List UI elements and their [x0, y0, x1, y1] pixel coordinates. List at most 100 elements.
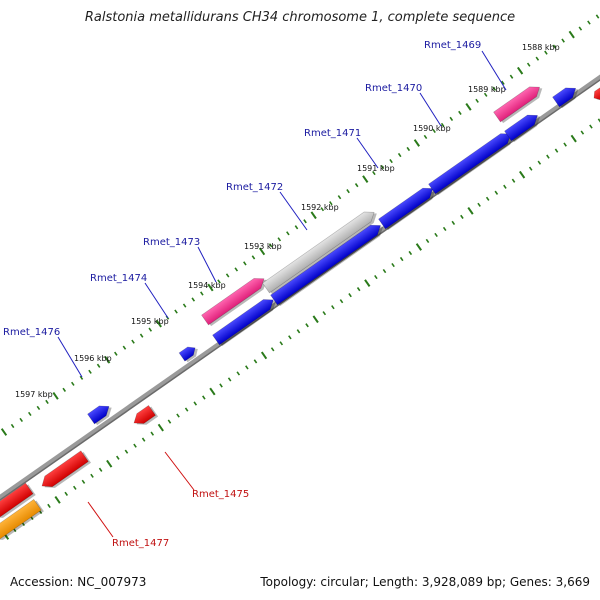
gene-edge-red[interactable] [591, 86, 600, 104]
outer-tick-mark [104, 355, 111, 364]
inner-tick-mark [399, 256, 404, 262]
gene-label-rmet-1477[interactable]: Rmet_1477 [112, 538, 169, 549]
inner-tick-mark [580, 130, 585, 135]
inner-tick-mark [106, 459, 113, 468]
gene-label-rmet-1470[interactable]: Rmet_1470 [365, 83, 422, 94]
inner-tick-mark [81, 479, 86, 484]
gene-rmet-1469-forward[interactable] [504, 110, 544, 143]
tick-label-1588: 1588 kbp [522, 43, 560, 52]
leader-rmet-1469 [481, 50, 507, 91]
outer-tick-mark [19, 417, 24, 423]
leader-rmet-1470 [419, 92, 442, 127]
inner-tick-mark [54, 496, 61, 504]
inner-tick-mark [245, 365, 249, 370]
gene-label-rmet-1472[interactable]: Rmet_1472 [226, 182, 283, 193]
inner-tick-mark [209, 387, 216, 396]
inner-tick-mark [451, 220, 456, 225]
inner-tick-mark [546, 154, 550, 159]
inner-tick-mark [477, 202, 481, 207]
inner-tick-mark [356, 287, 361, 292]
gene-rmet-1475[interactable] [131, 405, 159, 430]
inner-tick-mark [467, 206, 474, 215]
gene-label-rmet-1469[interactable]: Rmet_1469 [424, 40, 481, 51]
inner-tick-mark [503, 184, 507, 189]
inner-tick-mark [193, 401, 198, 406]
outer-tick-mark [310, 211, 317, 220]
outer-tick-mark [406, 146, 411, 152]
gene-rmet-1468-forward[interactable] [552, 82, 582, 109]
inner-tick-mark [253, 359, 258, 364]
outer-tick-mark [552, 44, 557, 49]
gene-rmet-1469-pink[interactable] [493, 81, 546, 124]
inner-tick-mark [494, 190, 499, 195]
inner-tick-mark [116, 455, 120, 460]
inner-tick-mark [150, 431, 155, 436]
inner-tick-mark [98, 467, 103, 472]
inner-tick-mark [260, 351, 268, 360]
outer-tick-mark [71, 381, 75, 386]
tick-label-1597: 1597 kbp [15, 390, 53, 399]
inner-tick-mark [554, 148, 559, 153]
outer-tick-mark [449, 116, 454, 121]
gene-rmet-1476[interactable] [87, 401, 116, 426]
gene-label-rmet-1474[interactable]: Rmet_1474 [90, 273, 147, 284]
outer-tick-mark [191, 297, 196, 302]
outer-tick-mark [207, 283, 214, 292]
outer-tick-mark [182, 303, 187, 308]
inner-tick-mark [167, 419, 172, 424]
leader-rmet-1473 [197, 246, 217, 283]
gene-rmet-1473-forward[interactable] [212, 294, 280, 347]
outer-tick-mark [268, 243, 273, 248]
gene-rmet-1474[interactable] [178, 343, 201, 363]
leader-rmet-1474 [144, 282, 169, 319]
tick-label-1590: 1590 kbp [413, 124, 451, 133]
outer-tick-mark [243, 261, 247, 266]
gene-label-rmet-1476[interactable]: Rmet_1476 [3, 327, 60, 338]
outer-tick-mark [329, 201, 333, 206]
gene-rmet-1472-gray[interactable] [262, 207, 381, 295]
gene-label-rmet-1471[interactable]: Rmet_1471 [304, 128, 361, 139]
gene-rmet-1478-red[interactable] [0, 482, 36, 523]
gene-rmet-1471-forward[interactable] [378, 183, 439, 231]
outer-tick-mark [200, 291, 204, 296]
chromosome-backbone-shadow [0, 79, 600, 501]
tick-label-1589: 1589 kbp [468, 85, 506, 94]
outer-tick-mark [492, 86, 497, 91]
gene-rmet-1472-forward[interactable] [270, 220, 387, 307]
tick-label-1593: 1593 kbp [244, 242, 282, 251]
inner-tick-mark [528, 166, 533, 171]
inner-tick-mark [364, 279, 371, 287]
gene-rmet-1478-orange[interactable] [0, 498, 44, 546]
inner-tick-mark [157, 423, 164, 432]
inner-tick-mark [288, 335, 292, 340]
outer-tick-mark [458, 110, 462, 115]
gene-rmet-1473-pink[interactable] [201, 273, 271, 327]
outer-tick-mark [595, 14, 600, 19]
gene-label-rmet-1473[interactable]: Rmet_1473 [143, 237, 200, 248]
outer-tick-mark [88, 369, 92, 374]
outer-tick-mark [561, 38, 565, 43]
inner-tick-mark [570, 134, 577, 143]
outer-tick-mark [526, 62, 531, 67]
outer-tick-mark [413, 139, 421, 147]
inner-tick-mark [442, 226, 447, 232]
inner-tick-mark [331, 305, 335, 310]
inner-tick-mark [425, 238, 430, 244]
inner-tick-mark [434, 232, 438, 238]
gene-rmet-1470-forward[interactable] [428, 128, 517, 196]
footer-stats: Topology: circular; Length: 3,928,089 bp… [260, 575, 590, 589]
leader-rmet-1477 [87, 501, 114, 538]
outer-tick-mark [131, 339, 135, 344]
gene-rmet-1477-red[interactable] [38, 450, 91, 493]
inner-tick-mark [270, 347, 275, 352]
outer-tick-mark [0, 428, 8, 436]
outer-tick-mark [535, 56, 540, 61]
inner-tick-mark [415, 243, 423, 251]
outer-tick-mark [380, 164, 385, 170]
map-title: Ralstonia metallidurans CH34 chromosome … [84, 10, 516, 25]
gene-label-rmet-1475[interactable]: Rmet_1475 [192, 489, 249, 500]
outer-tick-mark [234, 267, 239, 272]
inner-tick-mark [305, 323, 309, 328]
footer-accession: Accession: NC_007973 [10, 575, 147, 589]
outer-tick-mark [475, 98, 479, 103]
